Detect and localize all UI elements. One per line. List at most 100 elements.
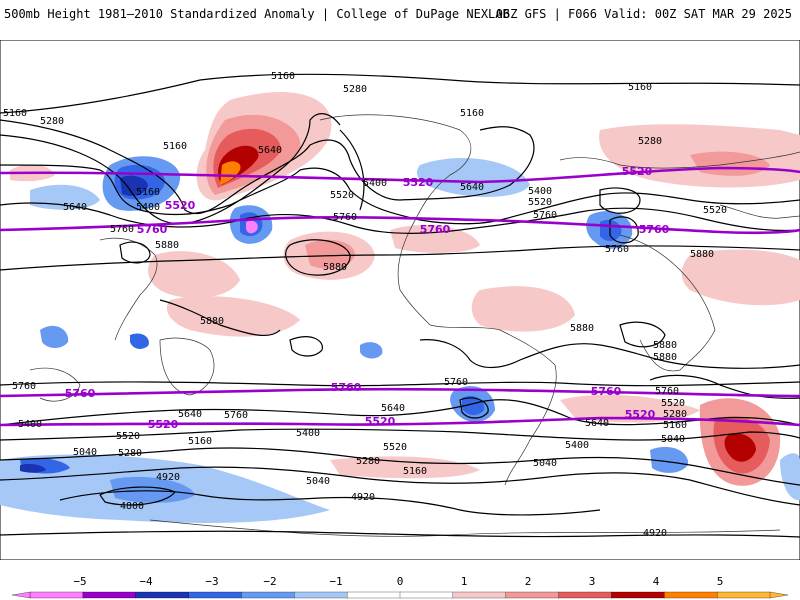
colorbar-segment: [664, 591, 718, 599]
contour-label-5040: 5040: [73, 447, 97, 458]
contour-label-5880: 5880: [653, 340, 677, 351]
contour-label-5880: 5880: [323, 262, 347, 273]
contour-label-5520: 5520: [383, 442, 407, 453]
colorbar-tick: 5: [717, 575, 724, 588]
colorbar-segment: [135, 591, 190, 599]
contour-label-5640: 5640: [178, 409, 202, 420]
contour-label-4920: 4920: [643, 528, 667, 539]
contour-labels: 5160 5280 5160 5160 5280 5160 5160 5640 …: [3, 71, 727, 539]
reference-labels: 5520 5520 5520 5760 5760 5760 5760 5760 …: [65, 165, 670, 431]
contour-label-5880: 5880: [570, 323, 594, 334]
colorbar-segment: [29, 591, 84, 599]
contour-label-5520: 5520: [622, 165, 653, 178]
contour-label-4920: 4920: [156, 472, 180, 483]
colorbar-ticks: −5 −4 −3 −2 −1 0 1 2 3 4 5: [73, 575, 723, 588]
colorbar-segment: [241, 591, 295, 599]
contour-label-5400: 5400: [363, 178, 387, 189]
anomaly-shading: [0, 92, 800, 523]
contour-label-5400: 5400: [18, 419, 42, 430]
contour-label-5760: 5760: [110, 224, 134, 235]
contour-label-5520: 5520: [625, 408, 656, 421]
contour-label-5520: 5520: [403, 176, 434, 189]
contour-label-5160: 5160: [188, 436, 212, 447]
colorbar-segment: [188, 591, 243, 599]
contour-label-5400: 5400: [296, 428, 320, 439]
contour-label-5160: 5160: [163, 141, 187, 152]
contour-label-5160: 5160: [663, 420, 687, 431]
contour-label-5520: 5520: [330, 190, 354, 201]
colorbar-tick: 2: [525, 575, 532, 588]
contour-label-5160: 5160: [136, 187, 160, 198]
contour-label-5760: 5760: [533, 210, 557, 221]
colorbar-segment: [399, 591, 454, 599]
contour-label-5640: 5640: [258, 145, 282, 156]
reference-contours: [0, 166, 800, 427]
colorbar-segment: [716, 591, 771, 599]
contour-label-5280: 5280: [356, 456, 380, 467]
contour-label-5280: 5280: [638, 136, 662, 147]
colorbar-tick: 4: [653, 575, 660, 588]
contour-label-5160: 5160: [628, 82, 652, 93]
colorbar-segment: [294, 591, 348, 599]
colorbar-max-arrow: [769, 591, 789, 599]
contour-label-4920: 4920: [351, 492, 375, 503]
contour-label-5400: 5400: [528, 186, 552, 197]
contour-label-5040: 5040: [306, 476, 330, 487]
contour-label-5520: 5520: [661, 398, 685, 409]
contour-label-5520: 5520: [165, 199, 196, 212]
colorbar-segment: [611, 591, 665, 599]
header-bar: 500mb Height 1981–2010 Standardized Anom…: [0, 0, 800, 40]
contour-label-5160: 5160: [271, 71, 295, 82]
contour-label-5640: 5640: [460, 182, 484, 193]
contour-label-5280: 5280: [118, 448, 142, 459]
height-contours: [0, 73, 800, 538]
colorbar-segment: [558, 591, 613, 599]
contour-label-5160: 5160: [403, 466, 427, 477]
colorbar-segment: [452, 591, 507, 599]
anomaly-map: 5160 5280 5160 5160 5280 5160 5160 5640 …: [0, 40, 800, 560]
colorbar-tick: −1: [329, 575, 342, 588]
contour-label-5760: 5760: [655, 386, 679, 397]
contour-label-5640: 5640: [381, 403, 405, 414]
contour-label-5640: 5640: [585, 418, 609, 429]
contour-label-5040: 5040: [533, 458, 557, 469]
contour-label-5760: 5760: [444, 377, 468, 388]
contour-label-5880: 5880: [155, 240, 179, 251]
colorbar-segment: [346, 591, 401, 599]
contour-label-5280: 5280: [343, 84, 367, 95]
colorbar-segment: [505, 591, 560, 599]
colorbar-fills: [11, 591, 789, 599]
colorbar-tick: −4: [139, 575, 153, 588]
colorbar-tick: 1: [461, 575, 468, 588]
contour-label-5160: 5160: [460, 108, 484, 119]
contour-label-5160: 5160: [3, 108, 27, 119]
contour-label-5520: 5520: [365, 415, 396, 428]
map-title: 500mb Height 1981–2010 Standardized Anom…: [4, 7, 510, 21]
colorbar-tick: 0: [397, 575, 404, 588]
contour-label-5280: 5280: [663, 409, 687, 420]
contour-label-5760: 5760: [65, 387, 96, 400]
contour-label-5760: 5760: [12, 381, 36, 392]
contour-label-5760: 5760: [605, 244, 629, 255]
contour-label-5760: 5760: [331, 381, 362, 394]
colorbar-segment: [82, 591, 137, 599]
colorbar-tick: −2: [263, 575, 276, 588]
contour-label-5760: 5760: [639, 223, 670, 236]
contour-label-5520: 5520: [703, 205, 727, 216]
contour-label-5400: 5400: [136, 202, 160, 213]
contour-label-5760: 5760: [137, 223, 168, 236]
contour-label-5880: 5880: [200, 316, 224, 327]
colorbar-tick: −3: [205, 575, 218, 588]
colorbar-min-arrow: [11, 591, 31, 599]
contour-label-5280: 5280: [40, 116, 64, 127]
contour-label-5760: 5760: [333, 212, 357, 223]
model-run-info: 06Z GFS | F066 Valid: 00Z SAT MAR 29 202…: [495, 7, 792, 21]
contour-label-5040: 5040: [661, 434, 685, 445]
contour-label-5520: 5520: [148, 418, 179, 431]
contour-label-5760: 5760: [224, 410, 248, 421]
contour-label-5640: 5640: [63, 202, 87, 213]
contour-label-5880: 5880: [690, 249, 714, 260]
contour-label-5760: 5760: [591, 385, 622, 398]
contour-label-4800: 4800: [120, 501, 144, 512]
contour-label-5520: 5520: [528, 197, 552, 208]
